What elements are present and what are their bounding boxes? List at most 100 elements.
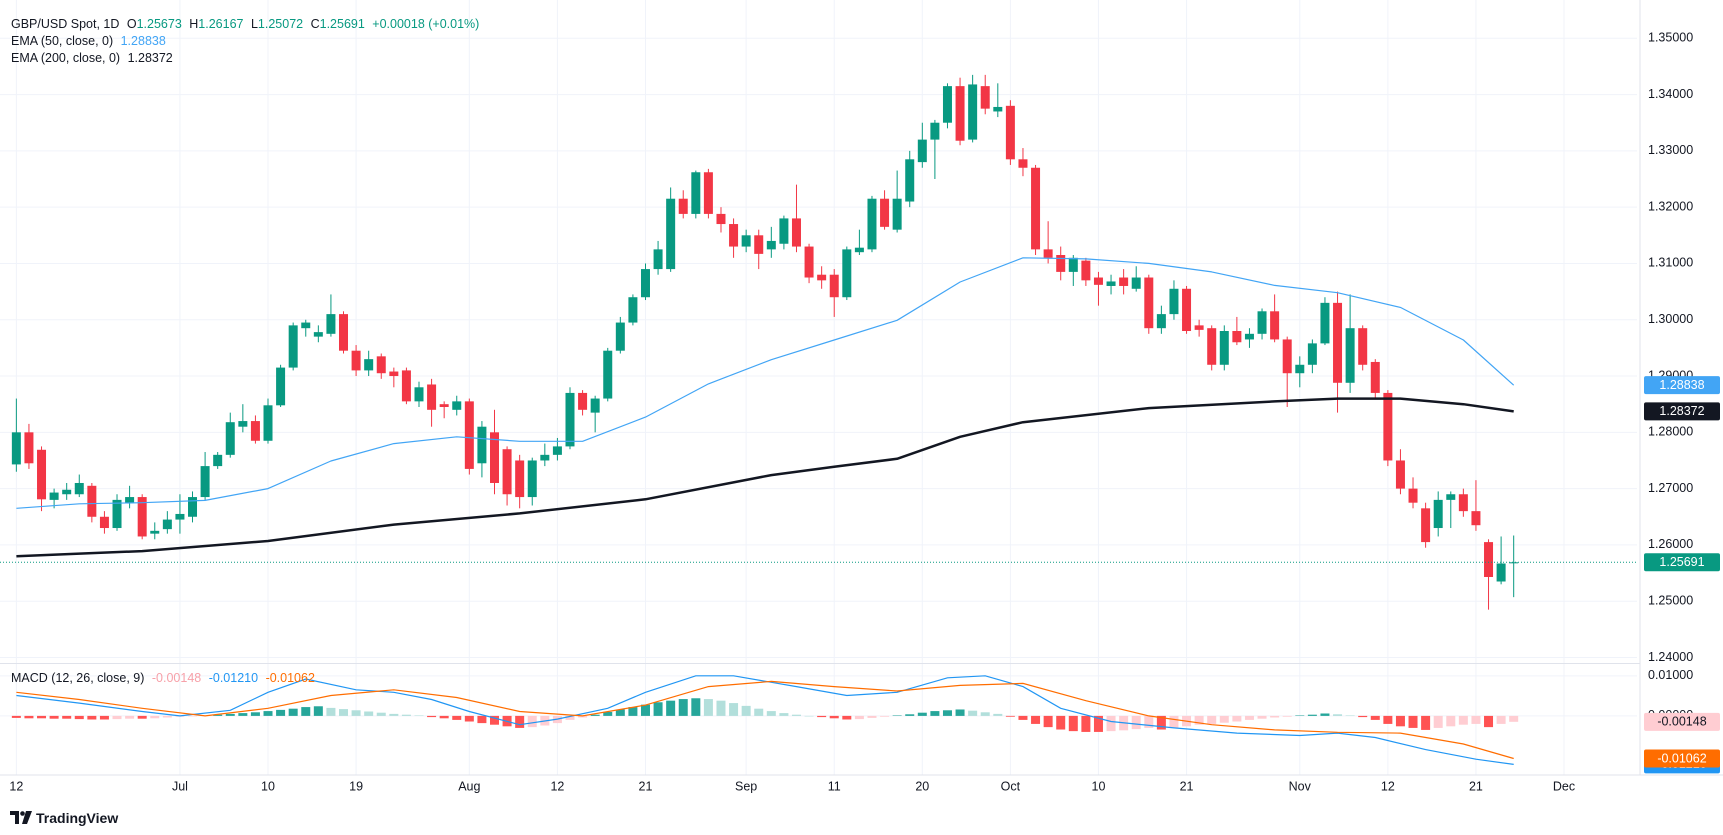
candle-body — [565, 392, 575, 447]
macd-signal-value: -0.01062 — [265, 671, 315, 685]
macd-histogram-bar — [351, 710, 361, 716]
macd-histogram-bar — [427, 715, 437, 718]
macd-histogram-bar — [11, 715, 21, 718]
candle-body — [1005, 105, 1015, 160]
macd-histogram-bar — [62, 715, 72, 719]
macd-histogram-bar — [1446, 715, 1456, 727]
ema-name: EMA (50, close, 0) — [11, 34, 114, 48]
candle-body — [615, 322, 625, 351]
candle-body — [691, 172, 701, 214]
macd-histogram-bar — [339, 709, 349, 716]
candle-body — [1408, 488, 1418, 503]
macd-legend: MACD (12, 26, close, 9) -0.00148 -0.0121… — [11, 670, 319, 686]
y-tick-label: 1.28000 — [1648, 425, 1693, 439]
macd-histogram-bar — [1056, 715, 1066, 730]
candle-body — [640, 269, 650, 298]
candle-body — [24, 432, 34, 464]
macd-histogram-bar — [1358, 715, 1368, 718]
candle-body — [401, 370, 411, 402]
macd-histogram-bar — [1144, 715, 1154, 728]
x-tick-label: Dec — [1553, 779, 1575, 793]
candle-body — [464, 401, 474, 469]
candle-body — [238, 421, 248, 427]
macd-histogram-bar — [842, 715, 852, 720]
macd-histogram-bar — [817, 715, 827, 718]
macd-histogram-bar — [729, 703, 739, 716]
macd-histogram-bar — [578, 715, 588, 718]
candle-body — [112, 499, 122, 529]
candle-body — [880, 198, 890, 227]
macd-histogram-bar — [1219, 715, 1229, 723]
macd-histogram-bar — [1421, 715, 1431, 730]
macd-histogram-bar — [1005, 715, 1015, 717]
price-badge — [1644, 376, 1720, 395]
x-tick-label: 21 — [1180, 779, 1194, 793]
candle-body — [703, 172, 713, 214]
candle-body — [37, 449, 47, 500]
macd-histogram-bar — [389, 713, 399, 716]
macd-histogram-bar — [854, 715, 864, 720]
candle-body — [515, 460, 525, 498]
symbol: GBP/USD Spot, 1D — [11, 17, 120, 31]
candle-body — [99, 516, 109, 529]
ema-legend: EMA (200, close, 0) 1.28372 — [11, 50, 177, 66]
candle-body — [1169, 288, 1179, 315]
candle-body — [477, 426, 487, 464]
macd-histogram-bar — [527, 715, 537, 728]
candle-body — [578, 392, 588, 410]
candle-body — [1446, 494, 1456, 500]
macd-histogram-bar — [766, 711, 776, 716]
price-badge-label: -0.01062 — [1657, 751, 1706, 765]
macd-histogram-bar — [1106, 715, 1116, 732]
macd-histogram-bar — [703, 699, 713, 716]
macd-histogram-bar — [515, 715, 525, 728]
candle-body — [917, 139, 927, 163]
macd-histogram-bar — [741, 705, 751, 716]
x-tick-label: 10 — [261, 779, 275, 793]
candle-body — [250, 421, 260, 441]
candle-body — [225, 422, 235, 455]
candle-body — [427, 384, 437, 410]
candle-body — [741, 235, 751, 247]
price-badge-label: 1.28838 — [1659, 378, 1704, 392]
candle-body — [62, 489, 72, 495]
macd-histogram-bar — [489, 715, 499, 725]
ema-name: EMA (200, close, 0) — [11, 51, 121, 65]
macd-histogram-bar — [188, 715, 198, 717]
macd-histogram-bar — [678, 699, 688, 716]
macd-histogram-bar — [917, 712, 927, 716]
candle-body — [351, 350, 361, 371]
macd-histogram-bar — [1458, 715, 1468, 725]
candle-body — [905, 159, 915, 202]
macd-histogram-bar — [754, 708, 764, 716]
candle-body — [1270, 311, 1280, 340]
macd-histogram-bar — [1496, 715, 1506, 724]
macd-histogram-bar — [666, 700, 676, 716]
macd-histogram-bar — [867, 715, 877, 718]
candle-body — [276, 367, 286, 406]
macd-histogram-bar — [565, 715, 575, 720]
candle-body — [1395, 460, 1405, 489]
candle-body — [829, 274, 839, 298]
candle-body — [1358, 328, 1368, 365]
macd-histogram-bar — [716, 700, 726, 716]
macd-histogram-bar — [137, 715, 147, 719]
candle-body — [842, 249, 852, 298]
candle-body — [867, 198, 877, 250]
candle-body — [1093, 277, 1103, 285]
macd-histogram-bar — [150, 715, 160, 719]
x-tick-label: 11 — [828, 779, 841, 793]
candle-body — [162, 519, 172, 530]
candle-body — [552, 446, 562, 455]
candle-body — [1232, 331, 1242, 343]
candle-body — [1471, 511, 1481, 526]
candle-body — [628, 297, 638, 323]
ohlc-key: C — [310, 17, 320, 31]
candle-body — [1043, 249, 1053, 258]
macd-histogram-bar — [24, 715, 34, 719]
price-legend: GBP/USD Spot, 1D O1.25673 H1.26167 L1.25… — [11, 16, 483, 32]
macd-histogram-bar — [1408, 715, 1418, 728]
candle-body — [754, 235, 764, 254]
macd-histogram-bar — [1270, 715, 1280, 718]
